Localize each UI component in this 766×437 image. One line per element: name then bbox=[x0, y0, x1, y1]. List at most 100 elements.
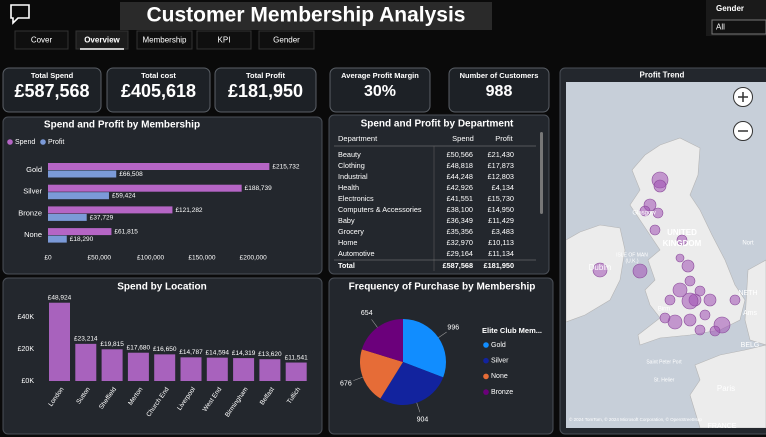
column bbox=[233, 358, 255, 381]
tab[interactable]: KPI bbox=[196, 30, 252, 50]
column bbox=[206, 357, 228, 381]
legend-marker bbox=[483, 357, 489, 364]
map-bubble[interactable] bbox=[664, 294, 676, 306]
map-bubble[interactable] bbox=[639, 205, 651, 217]
table-cell: £44,248 bbox=[447, 172, 473, 181]
legend-marker bbox=[483, 373, 489, 380]
column bbox=[49, 302, 70, 381]
tab-label: Membership bbox=[142, 36, 187, 45]
legend-label: Gold bbox=[491, 342, 506, 349]
map-bubble[interactable] bbox=[652, 207, 664, 219]
legend-label: Bronze bbox=[491, 389, 513, 396]
leader-line bbox=[438, 331, 447, 338]
map-bubble[interactable] bbox=[694, 285, 706, 297]
kpi-label: Total cost bbox=[141, 71, 176, 80]
pie-slice bbox=[361, 319, 403, 362]
map-bubble[interactable] bbox=[676, 234, 688, 246]
map-label: Paris bbox=[717, 384, 735, 393]
tab[interactable]: Cover bbox=[14, 30, 69, 50]
legend-marker bbox=[40, 139, 46, 145]
chart-title: Spend by Location bbox=[117, 282, 206, 293]
bar bbox=[48, 170, 117, 178]
column bbox=[259, 359, 281, 381]
map-bubble[interactable] bbox=[681, 292, 699, 310]
map-bubble[interactable] bbox=[649, 224, 661, 236]
table-cell: Electronics bbox=[338, 194, 374, 203]
scrollbar[interactable] bbox=[540, 132, 543, 214]
column-header: Department bbox=[338, 134, 378, 143]
column bbox=[180, 357, 202, 381]
map-label: FRANCE bbox=[708, 423, 737, 430]
tab-label: Gender bbox=[273, 36, 300, 45]
map-label: St. Helier bbox=[654, 377, 675, 383]
data-label: £14,787 bbox=[179, 349, 203, 356]
data-label: £16,650 bbox=[153, 346, 177, 353]
chat-icon-shape bbox=[10, 4, 30, 25]
map-bubble[interactable] bbox=[632, 263, 648, 279]
x-tick-label: £200,000 bbox=[240, 255, 267, 262]
tab[interactable]: Membership bbox=[136, 30, 193, 50]
tab[interactable]: Gender bbox=[258, 30, 315, 50]
kpi-label: Average Profit Margin bbox=[341, 71, 419, 80]
kpi-card bbox=[448, 67, 550, 113]
zoom-in-button[interactable] bbox=[733, 87, 753, 107]
map-label: Birm bbox=[658, 307, 670, 313]
column bbox=[127, 352, 149, 381]
kpi-label: Total Profit bbox=[246, 71, 286, 80]
map[interactable]: UNITED KINGDOM Dublin ISLE OF MAN(U.K.) Glas… bbox=[566, 82, 766, 430]
table-cell: £36,349 bbox=[447, 216, 473, 225]
map-bubble[interactable] bbox=[592, 262, 608, 278]
bar bbox=[48, 213, 87, 221]
map-bubble[interactable] bbox=[684, 275, 696, 287]
leader-line bbox=[371, 319, 378, 328]
bar bbox=[48, 163, 270, 170]
tab-label: Overview bbox=[84, 36, 120, 45]
map-bubble[interactable] bbox=[672, 282, 688, 298]
map-bubble[interactable] bbox=[659, 312, 671, 324]
column-header: Spend bbox=[452, 134, 474, 143]
table-cell: Automotive bbox=[338, 249, 375, 258]
data-label: £19,815 bbox=[100, 341, 124, 348]
kpi-value: 30% bbox=[364, 83, 396, 100]
map-bubble[interactable] bbox=[653, 179, 667, 193]
map-bubble[interactable] bbox=[681, 259, 695, 273]
map-bubble[interactable] bbox=[694, 324, 706, 336]
category-label: Bronze bbox=[18, 208, 42, 217]
slicer-dropdown[interactable]: All bbox=[711, 19, 766, 35]
map-bubble[interactable] bbox=[709, 325, 721, 337]
y-tick-label: £20K bbox=[18, 346, 35, 353]
data-label: £37,729 bbox=[90, 214, 114, 221]
kpi-label: Total Spend bbox=[31, 71, 74, 80]
zoom-out-button[interactable] bbox=[733, 121, 753, 141]
leader-line bbox=[416, 402, 421, 413]
total-cell: Total bbox=[338, 261, 355, 270]
slicer-field bbox=[711, 19, 766, 35]
kpi-card bbox=[214, 67, 317, 113]
tab-label: Cover bbox=[31, 36, 53, 45]
map-bubble[interactable] bbox=[699, 309, 711, 321]
slicer-value: All bbox=[716, 23, 725, 32]
table-cell: £12,803 bbox=[488, 172, 514, 181]
pie-slice bbox=[360, 349, 403, 399]
kpi-value: £405,618 bbox=[121, 81, 196, 101]
table-cell: £48,818 bbox=[447, 161, 473, 170]
map-label: BELG bbox=[741, 342, 760, 349]
column-header: Profit bbox=[495, 134, 513, 143]
chart-title: Frequency of Purchase by Membership bbox=[349, 282, 536, 293]
map-bubble[interactable] bbox=[675, 253, 685, 263]
map-bubble[interactable] bbox=[683, 313, 697, 327]
chat-icon[interactable] bbox=[10, 4, 30, 25]
data-label: 676 bbox=[340, 380, 352, 387]
data-label: 654 bbox=[361, 310, 373, 317]
data-label: £11,541 bbox=[285, 354, 308, 361]
table-cell: Health bbox=[338, 183, 359, 192]
continent-north bbox=[744, 259, 766, 346]
tab-box bbox=[196, 30, 252, 50]
map-bubble[interactable] bbox=[729, 294, 741, 306]
tab-box bbox=[14, 30, 69, 50]
table-title: Spend and Profit by Department bbox=[361, 119, 514, 130]
table-cell: £50,566 bbox=[447, 150, 473, 159]
map-bubble[interactable] bbox=[703, 293, 717, 307]
tab[interactable]: Overview bbox=[75, 30, 129, 50]
data-label: £23,214 bbox=[74, 336, 98, 343]
